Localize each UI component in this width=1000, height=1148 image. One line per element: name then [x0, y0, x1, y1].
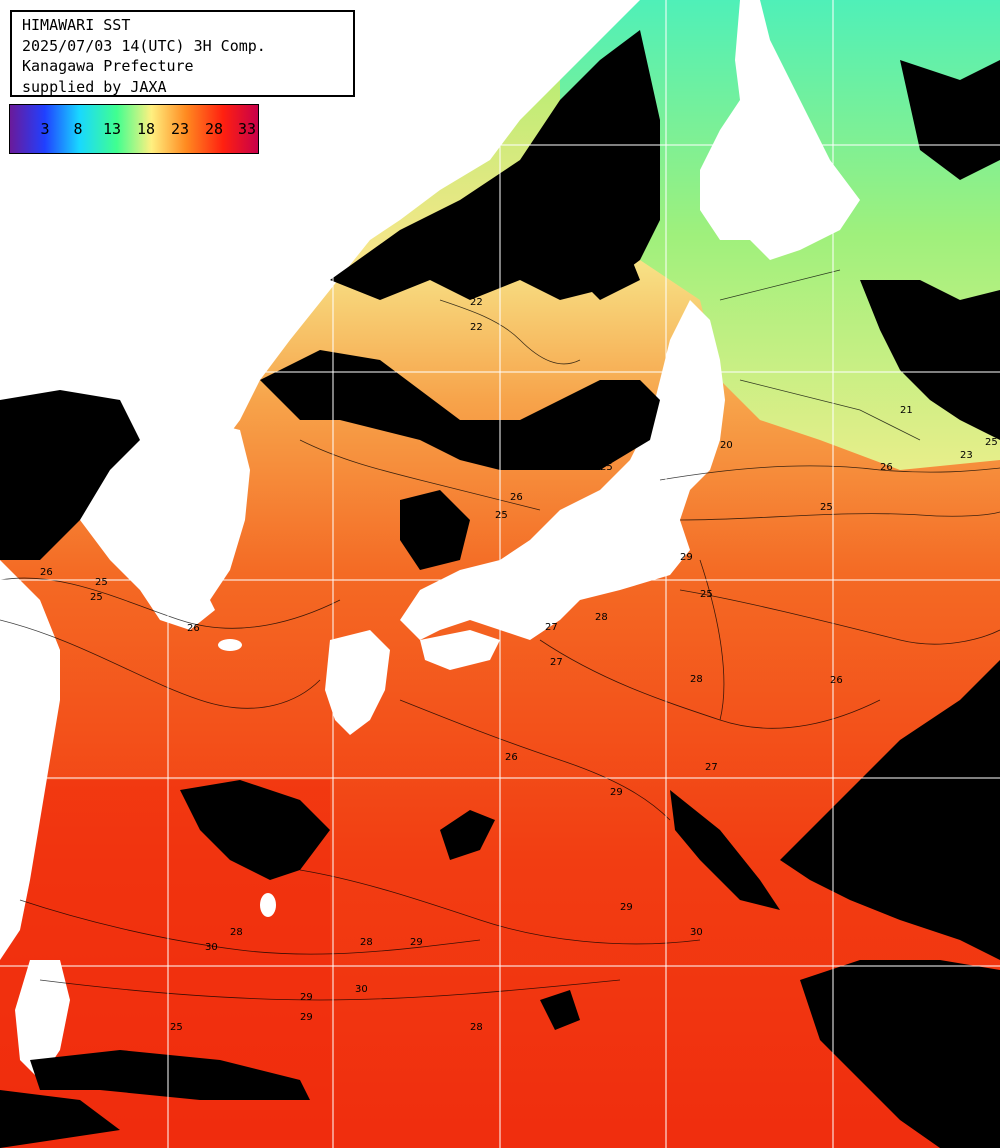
- contour-value-label: 28: [720, 862, 733, 873]
- legend-tick: 8: [73, 120, 83, 138]
- legend-tick: 33: [237, 120, 257, 138]
- contour-value-label: 27: [545, 622, 558, 633]
- region-name: Kanagawa Prefecture: [22, 57, 194, 75]
- legend-tick: 23: [170, 120, 190, 138]
- contour-value-label: 30: [355, 984, 368, 995]
- supplier-credit: supplied by JAXA: [22, 77, 167, 96]
- contour-value-label: 22: [470, 297, 483, 308]
- contour-value-label: 26: [880, 462, 893, 473]
- contour-value-label: 25: [700, 589, 713, 600]
- contour-value-label: 20: [720, 440, 733, 451]
- temperature-legend: 3 8 13 18 23 28 33: [9, 104, 259, 154]
- contour-value-label: 28: [470, 1022, 483, 1033]
- contour-value-label: 26: [830, 675, 843, 686]
- contour-value-label: 22: [470, 322, 483, 333]
- contour-value-label: 29: [300, 1012, 313, 1023]
- contour-value-label: 30: [205, 942, 218, 953]
- contour-value-label: 28: [595, 612, 608, 623]
- legend-tick: 28: [204, 120, 224, 138]
- contour-value-label: 23: [960, 450, 973, 461]
- contour-value-label: 25: [170, 1022, 183, 1033]
- contour-value-label: 25: [985, 437, 998, 448]
- contour-value-label: 26: [40, 567, 53, 578]
- contour-value-label: 25: [495, 510, 508, 521]
- contour-value-label: 28: [360, 937, 373, 948]
- contour-value-label: 26: [505, 752, 518, 763]
- contour-value-label: 28: [230, 927, 243, 938]
- product-title: HIMAWARI SST: [22, 16, 131, 34]
- contour-labels: 2222202525252626262526252123252526272728…: [40, 297, 998, 1033]
- isotherm-contours: [0, 269, 1000, 1001]
- contour-value-label: 29: [410, 937, 423, 948]
- contour-value-label: 29: [620, 902, 633, 913]
- legend-tick: 3: [40, 120, 50, 138]
- contour-value-label: 21: [900, 405, 913, 416]
- contour-value-label: 26: [510, 492, 523, 503]
- contour-value-label: 27: [705, 762, 718, 773]
- contour-value-label: 25: [600, 462, 613, 473]
- legend-tick: 18: [136, 120, 156, 138]
- timestamp: 2025/07/03 14(UTC) 3H Comp.: [22, 36, 266, 55]
- legend-labels: 3 8 13 18 23 28 33: [10, 105, 258, 153]
- legend-tick: 13: [102, 120, 122, 138]
- contour-value-label: 25: [90, 592, 103, 603]
- contour-value-label: 25: [95, 577, 108, 588]
- contour-value-label: 27: [550, 657, 563, 668]
- contour-value-label: 25: [820, 502, 833, 513]
- cloud-cover: [0, 30, 1000, 1148]
- contour-value-label: 28: [690, 674, 703, 685]
- contour-value-label: 29: [300, 992, 313, 1003]
- legend-colorbar: [10, 105, 258, 153]
- latitude-label-40n: 40N: [14, 352, 38, 367]
- land-areas: [0, 0, 860, 1080]
- info-box: HIMAWARI SST 2025/07/03 14(UTC) 3H Comp.…: [10, 10, 355, 97]
- contour-value-label: 29: [680, 552, 693, 563]
- contour-value-label: 30: [690, 927, 703, 938]
- contour-value-label: 26: [187, 623, 200, 634]
- contour-value-label: 29: [610, 787, 623, 798]
